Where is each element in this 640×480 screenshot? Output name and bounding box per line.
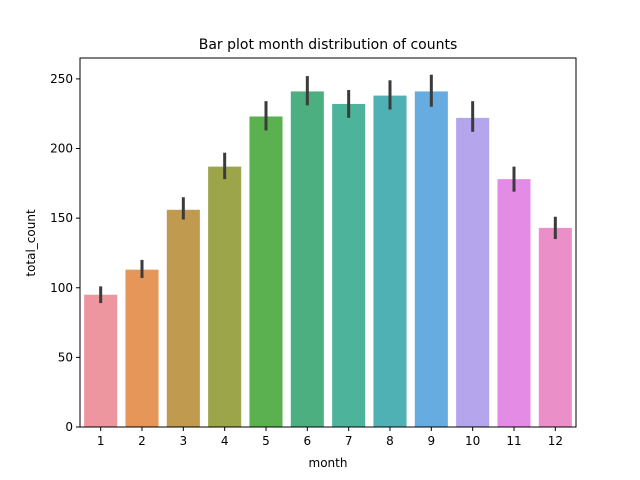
y-axis-label: total_count bbox=[24, 209, 38, 277]
x-tick-label: 6 bbox=[304, 434, 312, 448]
bar-10 bbox=[456, 117, 490, 427]
bar-1 bbox=[84, 294, 118, 427]
y-tick-label: 100 bbox=[50, 281, 73, 295]
x-tick-label: 9 bbox=[428, 434, 436, 448]
x-tick-label: 4 bbox=[221, 434, 229, 448]
y-tick-label: 250 bbox=[50, 72, 73, 86]
y-tick-label: 150 bbox=[50, 211, 73, 225]
plot-frame bbox=[79, 57, 577, 428]
chart-title: Bar plot month distribution of counts bbox=[199, 37, 458, 53]
x-tick-label: 11 bbox=[506, 434, 521, 448]
x-tick-label: 2 bbox=[138, 434, 146, 448]
x-tick-label: 3 bbox=[180, 434, 188, 448]
bars-group bbox=[84, 91, 572, 428]
y-tick-label: 50 bbox=[58, 350, 73, 364]
y-tick-label: 0 bbox=[65, 420, 73, 434]
x-tick-label: 8 bbox=[386, 434, 394, 448]
x-axis-label: month bbox=[309, 456, 348, 470]
y-axis-ticks: 0 50 100 150 200 250 bbox=[50, 72, 80, 434]
x-tick-label: 7 bbox=[345, 434, 353, 448]
x-tick-label: 12 bbox=[548, 434, 563, 448]
bar-7 bbox=[332, 103, 366, 428]
bar-9 bbox=[414, 91, 448, 427]
error-bars-group bbox=[99, 74, 557, 304]
bar-6 bbox=[290, 91, 324, 427]
bar-12 bbox=[538, 227, 572, 427]
y-tick-label: 200 bbox=[50, 142, 73, 156]
bar-11 bbox=[497, 179, 531, 427]
bar-3 bbox=[166, 209, 200, 427]
bar-2 bbox=[125, 269, 159, 427]
bar-5 bbox=[249, 116, 283, 427]
x-tick-label: 10 bbox=[465, 434, 480, 448]
x-tick-label: 1 bbox=[97, 434, 105, 448]
bar-8 bbox=[373, 95, 407, 428]
bar-4 bbox=[208, 166, 242, 427]
x-axis-ticks: 1 2 3 4 5 6 7 8 9 10 11 12 bbox=[97, 427, 563, 448]
x-tick-label: 5 bbox=[262, 434, 270, 448]
